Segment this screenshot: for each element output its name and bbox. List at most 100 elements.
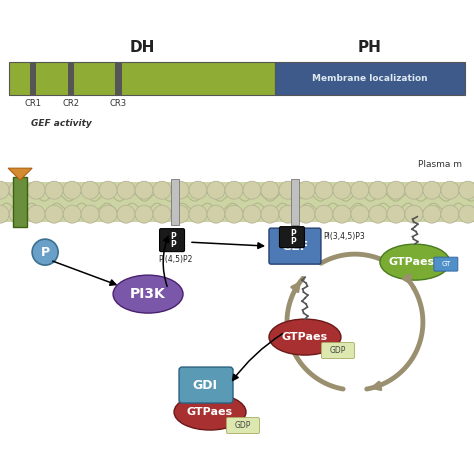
- Text: GT: GT: [441, 261, 451, 267]
- Circle shape: [243, 181, 261, 199]
- Circle shape: [369, 181, 387, 199]
- Text: GEF: GEF: [282, 240, 309, 253]
- Circle shape: [0, 181, 9, 199]
- Circle shape: [9, 181, 27, 199]
- Circle shape: [351, 205, 369, 223]
- Text: PI(4,5)P2: PI(4,5)P2: [158, 255, 192, 264]
- Text: GTPaes: GTPaes: [282, 332, 328, 342]
- Circle shape: [315, 181, 333, 199]
- Circle shape: [171, 181, 189, 199]
- Circle shape: [117, 181, 135, 199]
- Circle shape: [441, 181, 459, 199]
- Bar: [68, 62, 74, 95]
- Text: GTPaes: GTPaes: [389, 257, 435, 267]
- Circle shape: [207, 205, 225, 223]
- Circle shape: [135, 205, 153, 223]
- Text: GEF activity: GEF activity: [31, 119, 92, 128]
- Ellipse shape: [269, 319, 341, 355]
- Bar: [115, 62, 122, 95]
- Text: GTPaes: GTPaes: [187, 407, 233, 417]
- FancyBboxPatch shape: [227, 418, 259, 434]
- Circle shape: [189, 181, 207, 199]
- Circle shape: [27, 181, 45, 199]
- Circle shape: [9, 205, 27, 223]
- Circle shape: [153, 181, 171, 199]
- Circle shape: [333, 205, 351, 223]
- Circle shape: [243, 205, 261, 223]
- Circle shape: [153, 205, 171, 223]
- Circle shape: [369, 205, 387, 223]
- Circle shape: [63, 181, 81, 199]
- Circle shape: [279, 205, 297, 223]
- Circle shape: [387, 181, 405, 199]
- Circle shape: [315, 205, 333, 223]
- Text: PI(3,4,5)P3: PI(3,4,5)P3: [323, 232, 365, 241]
- Text: DH: DH: [129, 39, 155, 55]
- Circle shape: [423, 181, 441, 199]
- Ellipse shape: [113, 275, 183, 313]
- Bar: [171, 179, 179, 225]
- Circle shape: [207, 181, 225, 199]
- FancyBboxPatch shape: [321, 343, 355, 358]
- Ellipse shape: [380, 244, 450, 280]
- Circle shape: [261, 181, 279, 199]
- Circle shape: [387, 205, 405, 223]
- Text: P: P: [290, 237, 296, 246]
- Circle shape: [0, 205, 9, 223]
- Circle shape: [189, 205, 207, 223]
- FancyBboxPatch shape: [179, 367, 233, 403]
- Circle shape: [171, 205, 189, 223]
- Circle shape: [333, 181, 351, 199]
- Bar: [13, 177, 27, 227]
- Circle shape: [297, 181, 315, 199]
- FancyBboxPatch shape: [434, 257, 458, 271]
- Bar: [0, 182, 474, 222]
- Circle shape: [279, 181, 297, 199]
- FancyBboxPatch shape: [160, 228, 184, 252]
- Text: CR2: CR2: [63, 99, 80, 108]
- Text: P: P: [170, 240, 176, 249]
- Circle shape: [405, 181, 423, 199]
- Circle shape: [32, 239, 58, 265]
- Text: CR3: CR3: [110, 99, 127, 108]
- Text: PI3K: PI3K: [130, 287, 166, 301]
- Circle shape: [459, 181, 474, 199]
- Ellipse shape: [174, 394, 246, 430]
- Circle shape: [297, 205, 315, 223]
- Text: Membrane localization: Membrane localization: [312, 74, 428, 82]
- FancyBboxPatch shape: [269, 228, 321, 264]
- Text: P: P: [170, 232, 176, 241]
- Text: PH: PH: [358, 39, 382, 55]
- Circle shape: [351, 181, 369, 199]
- Circle shape: [63, 205, 81, 223]
- Polygon shape: [8, 168, 32, 180]
- Bar: [9, 62, 275, 95]
- Text: P: P: [41, 246, 50, 259]
- Text: GDI: GDI: [192, 379, 218, 392]
- Text: GDP: GDP: [235, 420, 251, 429]
- Circle shape: [45, 205, 63, 223]
- Text: GDP: GDP: [330, 346, 346, 355]
- Circle shape: [225, 181, 243, 199]
- Circle shape: [405, 205, 423, 223]
- Circle shape: [99, 205, 117, 223]
- Text: CR1: CR1: [25, 99, 42, 108]
- Bar: [30, 62, 36, 95]
- Bar: [275, 62, 465, 95]
- FancyBboxPatch shape: [280, 227, 304, 247]
- Circle shape: [441, 205, 459, 223]
- Circle shape: [81, 181, 99, 199]
- Circle shape: [459, 205, 474, 223]
- Text: Plasma m: Plasma m: [418, 160, 462, 169]
- Circle shape: [135, 181, 153, 199]
- Circle shape: [81, 205, 99, 223]
- Circle shape: [423, 205, 441, 223]
- Circle shape: [225, 205, 243, 223]
- Circle shape: [27, 205, 45, 223]
- Bar: [291, 179, 299, 225]
- Circle shape: [45, 181, 63, 199]
- Text: P: P: [290, 228, 296, 237]
- Circle shape: [99, 181, 117, 199]
- Circle shape: [261, 205, 279, 223]
- Circle shape: [117, 205, 135, 223]
